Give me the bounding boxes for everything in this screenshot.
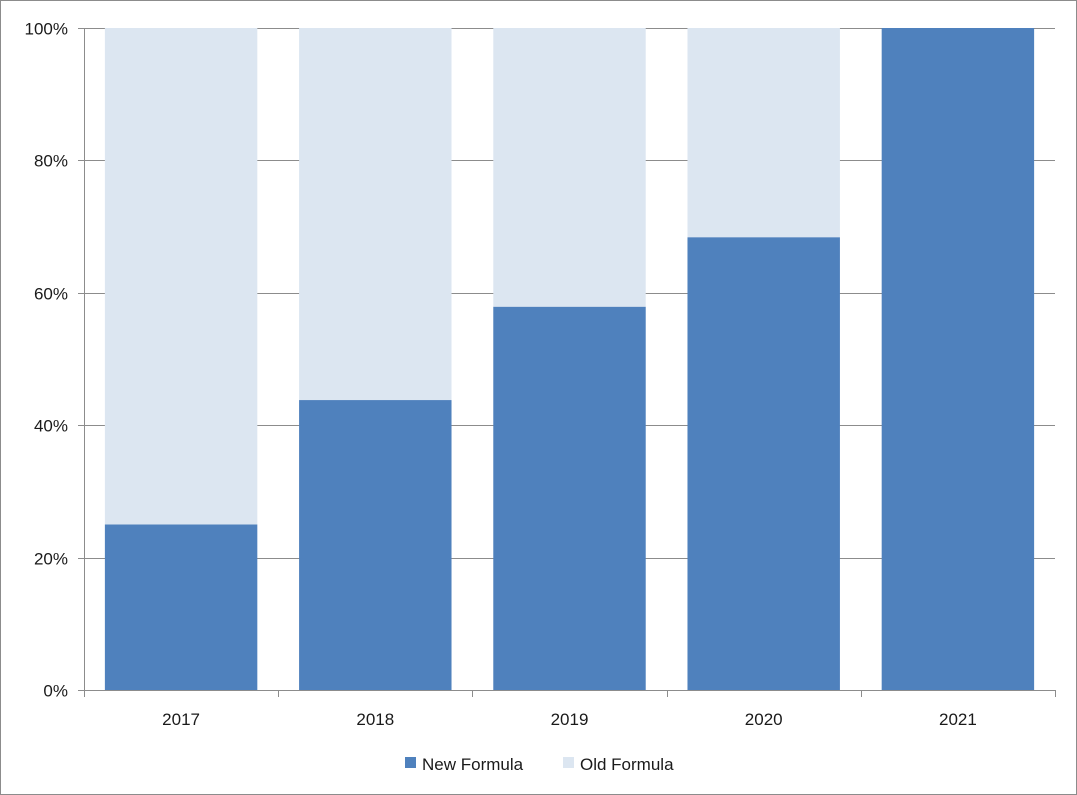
axes: 0% 20% 40% 60% 80% 100% 2017 2018 2019 2020 2021 <box>25 20 1056 729</box>
bar-new-formula-2020 <box>687 237 840 690</box>
legend-swatch <box>563 757 574 768</box>
x-tick-label: 2018 <box>356 710 394 729</box>
x-tick-label: 2017 <box>162 710 200 729</box>
bar-old-formula-2020 <box>687 28 840 238</box>
bar-old-formula-2019 <box>493 28 646 307</box>
bar-new-formula-2021 <box>881 28 1035 690</box>
y-tick-label: 100% <box>25 20 68 39</box>
y-tick-label: 60% <box>34 285 68 304</box>
bar-new-formula-2019 <box>493 306 646 690</box>
y-tick-label: 40% <box>34 417 68 436</box>
x-tick-label: 2020 <box>745 710 783 729</box>
x-tick-label: 2021 <box>939 710 977 729</box>
legend-swatch <box>405 757 416 768</box>
y-tick-label: 0% <box>43 682 68 701</box>
bar-new-formula-2017 <box>104 524 258 690</box>
x-tick-label: 2019 <box>551 710 589 729</box>
legend-label: Old Formula <box>580 755 674 774</box>
legend: New Formula Old Formula <box>405 755 674 774</box>
bars <box>104 28 1035 690</box>
bar-old-formula-2017 <box>104 28 258 525</box>
bar-new-formula-2018 <box>299 400 452 690</box>
bar-old-formula-2018 <box>299 28 452 401</box>
y-tick-label: 80% <box>34 152 68 171</box>
legend-label: New Formula <box>422 755 524 774</box>
y-tick-label: 20% <box>34 550 68 569</box>
